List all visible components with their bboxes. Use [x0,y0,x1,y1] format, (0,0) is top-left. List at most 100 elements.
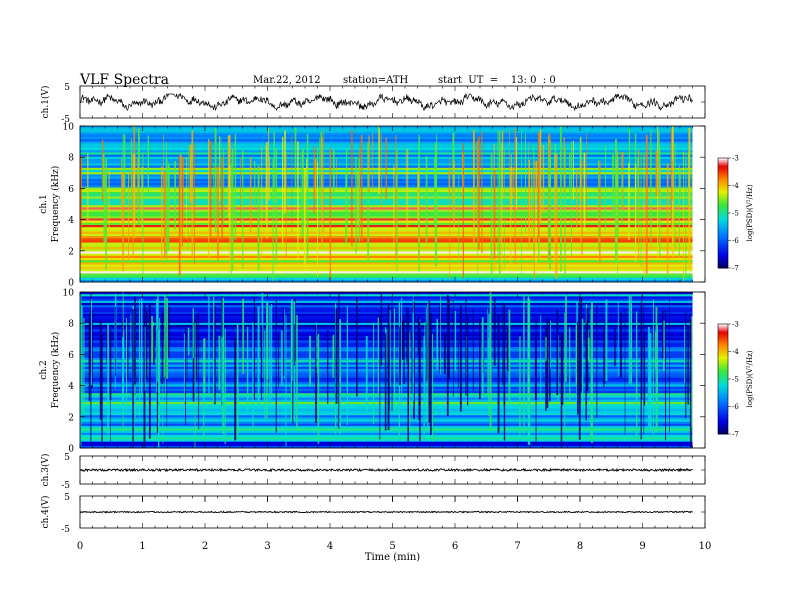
ch1-spectrogram-colorbar-cell [718,161,728,164]
ch2-spectrogram-burst [315,326,317,423]
ch2-spectrogram-burst [446,295,449,416]
ch2-spectrogram-burst [506,328,509,372]
ch1-spectrogram-ytick-label: 2 [68,247,74,257]
ch1-spectrogram-colorbar-cell [718,169,728,172]
ch1-spectrogram-burst [599,161,601,264]
ch1-spectrogram-colorbar-cell [718,264,728,267]
ch1-spectrogram-colorbar-tick-label: -4 [732,182,739,190]
ch1-spectrogram-burst [504,150,505,270]
ch2-spectrogram-colorbar-cell [718,353,728,356]
ch1-spectrogram-burst [612,154,615,215]
ch2-spectrogram-burst [489,292,492,430]
date-label: Mar.22, 2012 [253,75,321,86]
ch1-spectrogram-burst [617,166,618,279]
ch1-spectrogram-ytick-label: 8 [68,154,74,164]
ch2-spectrogram-burst [423,336,425,442]
ch2-spectrogram-burst [413,301,415,419]
ch1-spectrogram-burst [605,144,607,231]
ch1-spectrogram-colorbar-cell [718,216,728,219]
ch2-spectrogram-colorbar-cell [718,410,728,413]
ch1-spectrogram-burst [563,137,565,194]
ch2-spectrogram-burst [99,320,102,420]
ch1-spectrogram-burst [638,149,640,261]
ch2-spectrogram-burst [647,326,650,431]
ch2-spectrogram-colorbar-tick-label: -5 [732,376,739,384]
ch2-spectrogram-burst [213,296,215,404]
ch2-spectrogram-burst [269,305,271,409]
ch1-spectrogram-burst [659,164,661,211]
ch1-spectrogram-colorbar-cell [718,233,728,236]
ch2-spectrogram-heatmap [80,292,705,449]
ch1-spectrogram-colorbar-cell [718,266,728,269]
ch1-spectrogram-row [80,249,693,252]
station-label: station=ATH [343,75,409,86]
ch2-spectrogram-burst [457,337,459,389]
ch1-spectrogram-row [80,209,693,213]
ch2-spectrogram-burst [187,327,190,356]
ch1-spectrogram-burst [481,131,483,254]
ch2-spectrogram-burst [338,292,340,429]
ch1-spectrogram-burst [576,168,578,227]
ch2-spectrogram-colorbar-cell [718,417,728,420]
ch2-spectrogram-burst [603,325,605,387]
ch1-spectrogram-burst [621,168,623,224]
ch1-spectrogram-burst [187,146,189,251]
ch1-spectrogram-ytick-label: 0 [68,279,74,289]
ch2-spectrogram-burst [309,335,311,387]
x-tick-label: 4 [327,541,333,552]
ch2-spectrogram-burst [409,332,411,431]
ch1-spectrogram-burst [477,169,479,277]
ch2-spectrogram-burst [316,335,318,374]
ch1-spectrogram-burst [598,159,600,251]
ch2-spectrogram-burst [488,313,490,370]
ch1-spectrogram-nodata [692,126,705,282]
ch1-spectrogram-row [80,225,693,228]
ch1-spectrogram-burst [209,140,212,237]
ch1-spectrogram-burst [217,166,219,260]
ch1-spectrogram-burst [533,161,535,280]
ch1-spectrogram-burst [165,141,167,254]
ch2-spectrogram-burst [317,333,320,444]
ch2-spectrogram-colorbar-cell [718,329,728,332]
ch1-spectrogram-colorbar-cell [718,165,728,168]
ch2-spectrogram-burst [130,314,132,366]
ch2-spectrogram-burst [579,297,581,402]
ch1-spectrogram-burst [458,171,460,259]
ch2-spectrogram-burst [379,314,381,440]
ch2-spectrogram-colorbar-cell [718,397,728,400]
ch1-spectrogram-burst [332,150,335,194]
ch1-spectrogram-burst [679,168,681,197]
ch1-spectrogram-burst [501,143,503,272]
ch1-spectrogram-colorbar-cell [718,158,728,161]
ch1-spectrogram-burst [105,158,107,270]
ch2-spectrogram-burst [628,294,631,384]
ch2-spectrogram-colorbar-cell [718,325,728,329]
ch2-spectrogram-row [80,314,693,317]
ch1-spectrogram-row [80,275,693,279]
ch1-spectrogram-burst [393,164,395,249]
ch1-spectrogram-burst [510,154,512,213]
ch1-spectrogram-burst [221,156,223,241]
ch1-spectrogram-burst [358,159,360,242]
ch1-spectrogram-burst [549,157,551,270]
ch2-spectrogram-burst [527,298,530,412]
ch2-spectrogram-ytick-label: 0 [68,445,74,455]
ch1-spectrogram-burst [542,145,545,214]
ch2-spectrogram-burst [655,307,658,433]
ch1-spectrogram-row [80,211,693,215]
ch2-spectrogram-burst [335,308,338,404]
ch2-spectrogram-burst [545,328,547,411]
ch2-spectrogram-burst [144,326,146,391]
ch2-spectrogram-colorbar-cell [718,382,728,385]
ch1-spectrogram-colorbar-cell [718,211,728,214]
ch1-spectrogram-burst [640,153,642,267]
ch1-spectrogram-burst [655,150,658,196]
ch2-spectrogram-burst [419,327,421,442]
ch1-spectrogram-colorbar-cell [718,180,728,183]
ch1-spectrogram-row [80,205,693,208]
ch2-spectrogram-burst [264,331,266,419]
ch2-spectrogram-row [80,311,693,315]
ch2-spectrogram-burst [586,308,589,391]
ch2-spectrogram-burst [132,309,134,448]
ch2-spectrogram-burst [426,323,429,381]
